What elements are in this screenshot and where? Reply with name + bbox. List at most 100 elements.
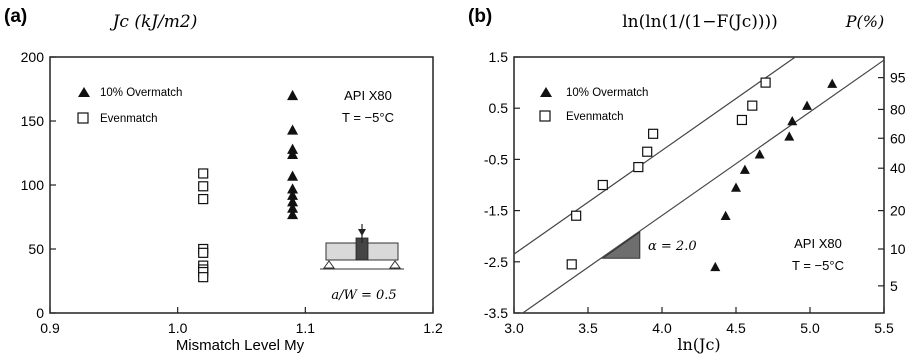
legend-evenmatch-marker <box>77 112 89 124</box>
legend-b-overmatch-marker <box>540 87 552 97</box>
y-tick-label: 50 <box>28 241 44 257</box>
y-tick-label: -3.5 <box>484 305 508 321</box>
overmatch-point <box>287 183 299 194</box>
overmatch-point <box>731 182 741 192</box>
x-tick-label: 1.1 <box>296 320 316 336</box>
legend-evenmatch-label: Evenmatch <box>100 113 158 125</box>
fit-line <box>514 57 797 255</box>
right-tick-label: 80 <box>890 101 906 117</box>
panel-b-title: ln(ln(1/(1−F(Jc)))) <box>622 12 778 32</box>
panel-a-material: API X80 <box>344 88 392 103</box>
panel-a-legend: 10% Overmatch Evenmatch <box>77 87 182 125</box>
overmatch-point <box>754 149 765 159</box>
evenmatch-point <box>198 193 209 205</box>
overmatch-point <box>287 196 299 207</box>
y-tick-label: 150 <box>21 113 45 129</box>
panel-a-crack-ratio: a/W = 0.5 <box>331 288 396 303</box>
y-tick-label: -1.5 <box>484 203 508 219</box>
x-tick-label: 4.0 <box>652 320 672 336</box>
y-tick-label: 1.5 <box>489 49 509 65</box>
overmatch-point <box>287 170 299 181</box>
x-tick-label: 5.0 <box>800 320 820 336</box>
evenmatch-point <box>566 259 577 270</box>
right-tick-label: 5 <box>890 278 898 294</box>
panel-a-title: Jc (kJ/m2) <box>110 12 198 32</box>
evenmatch-point <box>198 181 209 192</box>
y-tick-label: 200 <box>21 49 45 65</box>
panel-a-x-ticks: 0.9 1.0 1.1 1.2 <box>40 307 443 336</box>
overmatch-point <box>802 100 813 110</box>
overmatch-point <box>287 208 299 220</box>
evenmatch-point <box>597 179 608 191</box>
right-tick-label: 10 <box>890 241 906 257</box>
legend-overmatch-label: 10% Overmatch <box>100 87 182 99</box>
overmatch-point <box>827 78 838 88</box>
panel-b-temperature: T = −5°C <box>792 258 844 273</box>
legend-b-evenmatch-label: Evenmatch <box>566 111 624 123</box>
x-tick-label: 5.5 <box>874 320 894 336</box>
panel-b-y-ticks: 1.5 0.5 -0.5 -1.5 -2.5 -3.5 <box>484 49 520 321</box>
legend-b-evenmatch-marker <box>539 110 551 122</box>
legend-b-overmatch-label: 10% Overmatch <box>566 87 648 99</box>
evenmatch-point <box>747 100 758 111</box>
panel-b-right-axis-title: P(%) <box>845 12 884 31</box>
right-tick-label: 40 <box>890 160 906 176</box>
x-tick-label: 3.0 <box>504 320 524 336</box>
x-tick-label: 4.5 <box>726 320 746 336</box>
y-tick-label: 0 <box>36 305 44 321</box>
panel-b-slope-label: α = 2.0 <box>648 239 697 254</box>
overmatch-point <box>287 148 299 159</box>
overmatch-point <box>784 131 795 141</box>
evenmatch-point <box>760 77 771 88</box>
panel-b-label: (b) <box>468 6 492 27</box>
panel-a-x-axis-label: Mismatch Level My <box>176 337 305 354</box>
legend-overmatch-marker <box>78 87 90 97</box>
panel-a-y-ticks: 0 50 100 150 200 <box>21 49 56 321</box>
slope-triangle <box>601 231 641 259</box>
specimen-schematic <box>320 224 404 270</box>
evenmatch-point <box>198 272 209 283</box>
y-tick-label: -2.5 <box>484 254 508 270</box>
x-tick-label: 0.9 <box>40 320 60 336</box>
x-tick-label: 1.0 <box>168 320 188 336</box>
right-tick-label: 95 <box>890 70 906 86</box>
x-tick-label: 1.2 <box>423 320 443 336</box>
panel-a-points <box>198 89 299 283</box>
overmatch-point <box>287 189 299 200</box>
overmatch-point <box>739 164 750 174</box>
overmatch-point <box>787 116 798 126</box>
evenmatch-point <box>198 168 209 179</box>
panel-b-x-ticks: 3.0 3.5 4.0 4.5 5.0 5.5 <box>504 307 894 336</box>
evenmatch-point <box>642 146 653 157</box>
x-tick-label: 3.5 <box>578 320 598 336</box>
overmatch-point <box>287 89 299 101</box>
panel-b-material: API X80 <box>794 236 842 251</box>
overmatch-point <box>287 124 299 135</box>
right-tick-label: 60 <box>890 130 906 146</box>
panel-b-right-ticks: 95 80 60 40 20 10 5 <box>878 70 906 294</box>
evenmatch-point <box>736 114 748 126</box>
y-tick-label: 100 <box>21 177 45 193</box>
panel-a: (a) Jc (kJ/m2) 0.9 1.0 1.1 1.2 0 50 100 150 200… <box>4 6 443 354</box>
panel-b-x-axis-label: ln(Jc) <box>677 335 720 354</box>
y-tick-label: 0.5 <box>489 100 509 116</box>
overmatch-point <box>710 261 721 272</box>
evenmatch-point <box>571 210 582 221</box>
y-tick-label: -0.5 <box>484 151 508 167</box>
panel-b-fit-lines <box>514 57 884 313</box>
panel-b-points <box>566 77 838 272</box>
overmatch-point <box>720 210 731 220</box>
panel-a-label: (a) <box>4 6 27 27</box>
panel-b-plot-frame <box>513 56 885 314</box>
evenmatch-point <box>648 128 659 139</box>
overmatch-point <box>287 202 299 213</box>
right-tick-label: 20 <box>890 203 906 219</box>
panel-b: (b) ln(ln(1/(1−F(Jc)))) P(%) 3.0 3.5 4.0 4.… <box>468 6 906 354</box>
fit-line <box>521 59 884 313</box>
panel-a-temperature: T = −5°C <box>342 110 394 125</box>
evenmatch-point <box>633 161 644 173</box>
overmatch-point <box>287 143 299 154</box>
panel-b-legend: 10% Overmatch Evenmatch <box>539 87 648 123</box>
evenmatch-point <box>198 247 209 258</box>
